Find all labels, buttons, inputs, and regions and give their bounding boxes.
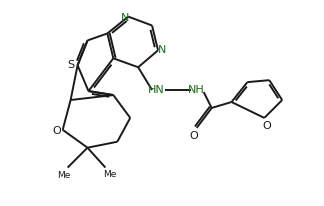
Text: O: O — [262, 121, 271, 131]
Text: Me: Me — [103, 170, 116, 179]
Text: NH: NH — [187, 85, 204, 95]
Text: N: N — [121, 13, 129, 23]
Text: HN: HN — [148, 85, 164, 95]
Text: N: N — [158, 45, 166, 55]
Text: O: O — [190, 131, 198, 141]
Text: O: O — [52, 126, 61, 136]
Text: Me: Me — [57, 171, 70, 180]
Text: S: S — [67, 60, 74, 70]
